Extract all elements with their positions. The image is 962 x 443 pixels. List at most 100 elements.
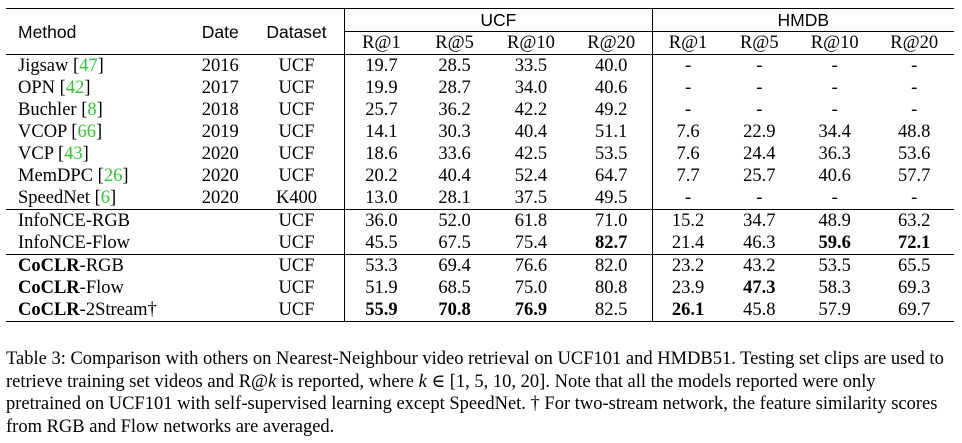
hmdb-r-cell: 69.7 [874,299,954,322]
hmdb-r-cell: - [874,99,954,121]
value: - [685,100,692,120]
ucf-r-cell: 42.2 [491,99,570,121]
hmdb-r-cell: - [874,55,954,78]
hmdb-r-cell: 36.3 [795,143,874,165]
value: - [831,188,838,208]
hmdb-r-cell: - [795,187,874,210]
citation-number[interactable]: 66 [77,122,96,142]
dataset-cell: UCF [278,166,315,186]
ucf-r-cell: 40.6 [571,77,652,99]
method-cell: CoCLR-2Stream† [6,299,191,322]
value: 51.9 [365,278,398,298]
value: 21.4 [671,233,705,253]
hmdb-r-cell: 21.4 [651,232,724,255]
value: 22.9 [743,122,776,142]
ucf-r-cell: 75.4 [491,232,570,255]
value: 67.5 [438,233,471,253]
hmdb-r-cell: - [651,54,724,77]
value: - [911,100,918,120]
method-name: OPN [18,78,56,98]
method-name-bold: CoCLR [18,256,80,276]
ucf-r-cell: 36.0 [343,209,418,232]
header-hmdb-r5: R@5 [739,33,779,53]
table-body: Jigsaw [47] 2016 UCF 19.7 28.5 33.5 40.0- - - - OP… [6,54,954,322]
hmdb-r-cell: - [651,187,724,210]
value: - [756,188,763,208]
dataset-cell: UCF [278,256,315,276]
header-method: Method [18,21,77,42]
value: - [685,56,692,76]
value: 55.9 [365,300,398,320]
ucf-r-cell: 28.1 [418,187,491,210]
dataset-cell: UCF [278,233,315,253]
date-cell [191,299,249,322]
citation-link[interactable]: [8] [81,100,103,120]
table-row: CoCLR-Flow UCF 51.9 68.5 75.0 80.8 23.9 47.3 58.… [6,277,954,299]
method-cell: CoCLR-RGB [6,255,191,278]
value: 40.6 [818,166,851,186]
value: 48.9 [818,211,851,231]
value: 26.1 [671,300,705,320]
value: 19.7 [365,56,398,76]
value: - [756,100,763,120]
header-dataset: Dataset [266,21,327,42]
hmdb-r-cell: 69.3 [874,277,954,299]
ucf-r-cell: 53.3 [343,254,418,277]
value: 82.5 [594,300,628,320]
table-row: CoCLR-RGB UCF 53.3 69.4 76.6 82.0 23.2 43.2 53.5… [6,254,954,278]
citation-link[interactable]: [66] [71,122,103,142]
method-cell: Jigsaw [47] [6,55,191,78]
citation-link[interactable]: [26] [97,166,129,186]
citation-number[interactable]: 43 [64,144,83,164]
date-cell: 2019 [201,122,239,142]
hmdb-r-cell: 22.9 [724,121,795,143]
date-cell: 2017 [201,78,239,98]
ucf-r-cell: 30.3 [418,121,491,143]
value: 53.5 [818,256,851,276]
hmdb-r-cell: 57.9 [795,299,874,322]
hmdb-r-cell: 43.2 [724,255,795,278]
date-cell: 2020 [201,144,239,164]
hmdb-r-cell: 7.7 [651,165,724,187]
date-cell: 2016 [201,56,239,76]
caption-var-k2: k [418,371,427,392]
citation-link[interactable]: [47] [73,56,104,76]
hmdb-r-cell: - [874,187,954,210]
citation-link[interactable]: [42] [59,78,91,98]
value: 47.3 [743,278,776,298]
ucf-r-cell: 53.5 [571,143,652,165]
value: - [911,188,918,208]
hmdb-r-cell: - [651,99,724,121]
ucf-r-cell: 33.5 [491,55,570,78]
table-row: VCOP [66] 2019 UCF 14.1 30.3 40.4 51.1 7.6 22.9 3… [6,121,954,143]
table-row: Jigsaw [47] 2016 UCF 19.7 28.5 33.5 40.0 - - - - [6,54,954,78]
value: 69.4 [438,256,471,276]
dataset-cell: UCF [278,100,315,120]
value: 24.4 [743,144,776,164]
citation-link[interactable]: [6] [94,188,117,208]
method-cell: VCOP [66] [6,121,191,143]
ucf-r-cell: 37.5 [491,187,570,210]
ucf-r-cell: 45.5 [343,232,418,255]
header-hmdb-r20: R@20 [890,33,939,53]
ucf-r-cell: 51.9 [343,277,418,299]
ucf-r-cell: 55.9 [343,299,418,322]
hmdb-r-cell: 65.5 [874,255,954,278]
citation-number[interactable]: 8 [87,100,97,120]
ucf-r-cell: 68.5 [418,277,491,299]
citation-number[interactable]: 6 [100,188,110,208]
hmdb-r-cell: 25.7 [724,165,795,187]
caption-var-k1: k [268,371,277,392]
value: 37.5 [514,188,548,208]
header-date: Date [201,21,239,42]
method-name-bold: CoCLR [18,300,80,320]
value: 33.5 [514,56,548,76]
value: 61.8 [514,211,548,231]
method-name-rest: -2Stream† [79,300,157,320]
citation-number[interactable]: 42 [65,78,85,98]
citation-number[interactable]: 47 [79,56,98,76]
hmdb-r-cell: 57.7 [874,165,954,187]
citation-number[interactable]: 26 [103,166,123,186]
date-cell: 2020 [201,166,239,186]
citation-link[interactable]: [43] [57,144,89,164]
